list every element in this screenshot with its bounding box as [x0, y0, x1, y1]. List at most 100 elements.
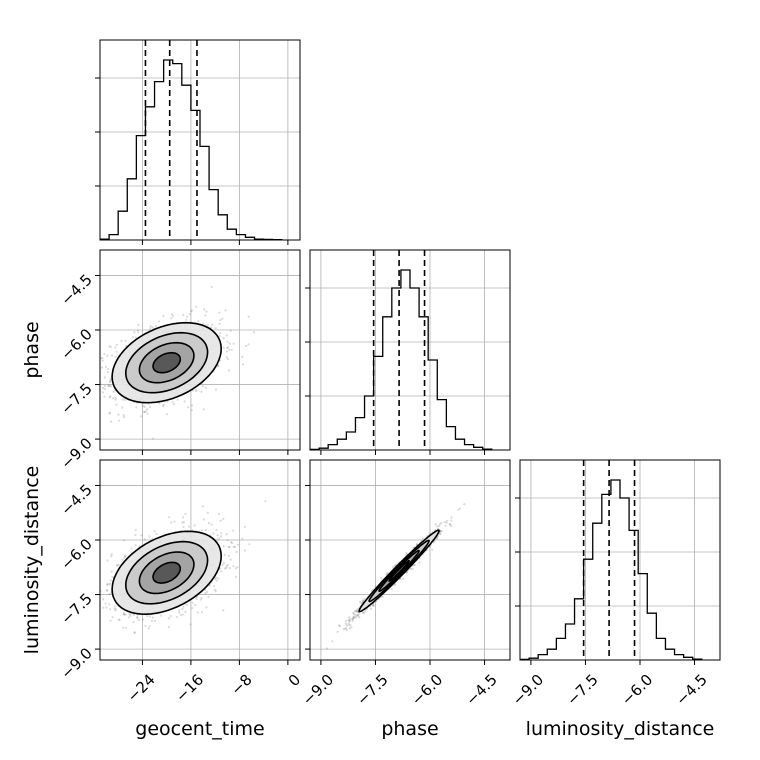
scatter-point: [116, 343, 119, 346]
scatter-point: [214, 327, 217, 330]
scatter-point: [241, 363, 244, 366]
scatter-point: [105, 583, 109, 587]
scatter-point: [96, 361, 98, 363]
scatter-point: [102, 386, 105, 390]
histogram-bin: [620, 498, 629, 660]
scatter-clip: [78, 285, 256, 453]
scatter-point: [109, 345, 112, 348]
histogram-bin: [629, 530, 638, 660]
scatter-point: [111, 616, 114, 619]
scatter-point: [225, 566, 228, 570]
scatter-point: [122, 611, 125, 615]
scatter-point: [241, 537, 244, 540]
x-tick-label-phase: −9.0: [299, 671, 337, 709]
scatter-point: [222, 609, 225, 612]
scatter-point: [109, 579, 112, 582]
scatter-point: [248, 543, 251, 546]
scatter-point: [445, 521, 448, 524]
scatter-point: [224, 309, 227, 312]
scatter-point: [421, 537, 424, 540]
scatter-point: [206, 590, 209, 594]
contour-line: [124, 540, 209, 605]
scatter-point: [225, 334, 228, 337]
scatter-point: [215, 529, 218, 532]
histogram-bin: [118, 211, 127, 240]
scatter-point: [115, 608, 118, 611]
scatter-point: [114, 346, 117, 349]
x-tick-label-luminosity_distance: −9.0: [509, 671, 547, 709]
contour-line: [378, 549, 420, 593]
scatter-point: [109, 380, 112, 383]
scatter-point: [103, 352, 106, 356]
scatter-point: [229, 541, 233, 544]
scatter-point: [228, 348, 231, 351]
scatter-point: [204, 528, 207, 532]
scatter-point: [219, 319, 222, 322]
x-tick-label-geocent_time: 0: [285, 671, 304, 690]
histogram-bin: [593, 523, 602, 660]
scatter-point: [116, 564, 119, 567]
scatter-point: [171, 315, 174, 318]
scatter-point: [109, 608, 112, 611]
scatter-point: [232, 545, 235, 548]
scatter-point: [202, 408, 205, 411]
scatter-point: [347, 619, 350, 622]
scatter-point: [355, 610, 358, 613]
scatter-point: [232, 529, 235, 532]
histogram-bin: [209, 190, 218, 240]
scatter-point: [360, 601, 363, 604]
scatter-point: [121, 406, 124, 409]
scatter-point: [228, 546, 231, 549]
scatter-point: [232, 565, 235, 568]
scatter-point: [348, 619, 351, 622]
scatter-point: [443, 520, 446, 524]
scatter-point: [393, 584, 396, 587]
scatter-point: [188, 313, 191, 316]
histogram-bin: [127, 179, 136, 240]
scatter-point: [103, 387, 106, 391]
scatter-point: [223, 567, 226, 570]
scatter-point: [148, 615, 151, 618]
scatter-point: [338, 624, 341, 628]
scatter-point: [106, 559, 109, 562]
scatter-point: [344, 622, 348, 625]
scatter-point: [183, 400, 186, 403]
scatter-point: [78, 424, 80, 426]
scatter-point: [214, 588, 217, 591]
histogram-bin: [155, 82, 164, 240]
scatter-point: [228, 566, 232, 570]
histogram-bin: [401, 270, 410, 450]
scatter-point: [123, 451, 125, 453]
scatter-point: [216, 538, 219, 542]
scatter-point: [363, 610, 366, 613]
scatter-point: [440, 521, 443, 525]
x-tick-label-phase: −6.0: [408, 671, 446, 709]
scatter-point: [380, 577, 383, 580]
scatter-point: [168, 516, 171, 519]
scatter-point: [352, 612, 355, 615]
scatter-point: [202, 322, 205, 325]
scatter-point: [214, 590, 217, 593]
scatter-point: [219, 332, 222, 335]
scatter-point: [236, 566, 239, 569]
scatter-point: [405, 551, 408, 555]
histogram-bin: [656, 638, 665, 660]
scatter-point: [217, 513, 221, 516]
scatter-point: [191, 606, 194, 610]
scatter-point: [225, 356, 228, 359]
scatter-point: [337, 624, 341, 627]
scatter-point: [358, 616, 361, 619]
scatter-point: [185, 315, 189, 318]
scatter-point: [220, 570, 223, 573]
scatter-point: [241, 355, 244, 359]
scatter-point: [105, 606, 108, 609]
scatter-point: [92, 627, 94, 629]
scatter-point: [247, 343, 250, 346]
scatter-point: [200, 529, 203, 532]
scatter-point: [137, 323, 140, 326]
histogram-panel-geocent_time: [95, 39, 301, 245]
scatter-point: [124, 339, 127, 342]
scatter-point: [394, 563, 398, 566]
scatter-point: [151, 437, 154, 440]
panel-frame: [309, 459, 511, 661]
